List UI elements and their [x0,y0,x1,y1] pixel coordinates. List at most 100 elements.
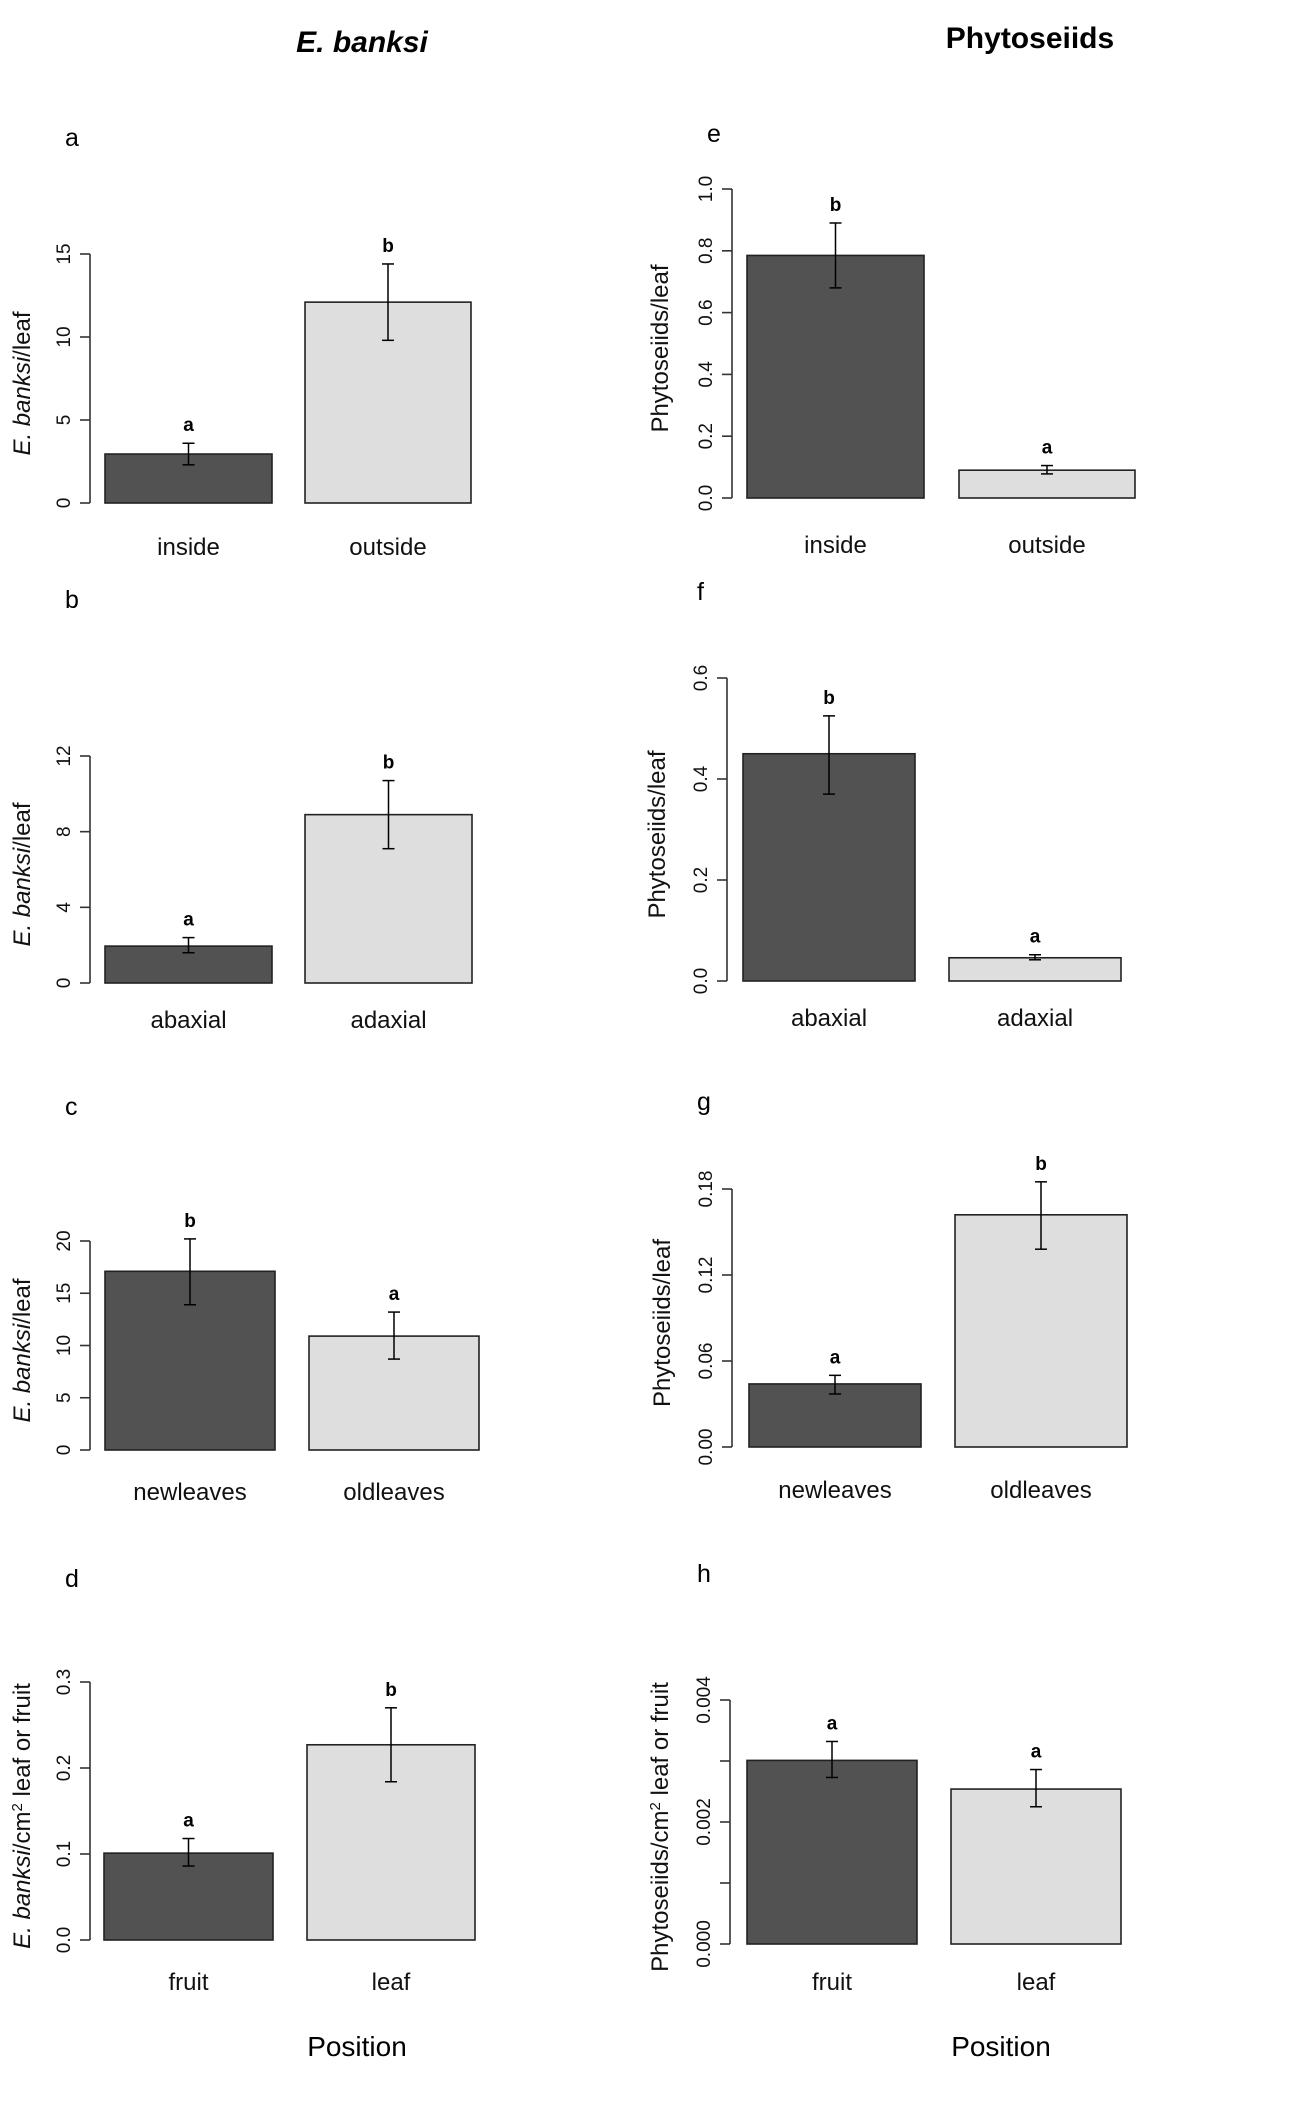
category-label: abaxial [791,1005,867,1032]
y-tick-label: 0.4 [691,765,712,792]
y-tick-label: 0.2 [691,867,712,893]
y-tick-label: 12 [54,745,75,766]
y-tick-label: 20 [54,1230,75,1251]
y-axis-title: Phytoseiids/cm2 leaf or fruit [647,1682,675,1972]
y-tick-label: 0.6 [691,665,712,691]
y-axis-title-unit: Phytoseiids/cm [647,1811,674,1972]
significance-letter: a [389,1284,400,1305]
y-tick-label: 0.1 [54,1841,75,1867]
panel-label: a [65,124,79,152]
y-tick-label: 0 [54,1445,75,1456]
y-tick-label: 0.0 [696,485,717,511]
y-tick-label: 4 [54,902,75,913]
y-tick-label: 0.6 [696,299,717,325]
panel-h: h 0.000 0.002 0.004 Phytoseiids/cm2 leaf or … [647,1560,1122,1996]
panel-label: b [65,586,79,614]
significance-letter: a [827,1713,838,1734]
significance-letter: a [183,910,194,931]
panel-label: d [65,1565,79,1593]
y-axis-title: E. banksi/leaf [9,1278,36,1422]
panel-d: d 0.0 0.1 0.2 0.3 E. banksi/cm2 leaf or fruit… [9,1565,476,1996]
y-tick-label: 0.18 [696,1171,717,1208]
significance-letter: a [1031,1742,1042,1763]
y-tick-label: 0.00 [696,1429,717,1466]
bar-leaf [950,1788,1122,1945]
category-label: fruit [812,1969,852,1996]
y-axis-title-tail: leaf or fruit [9,1683,36,1803]
significance-letter: b [382,236,394,257]
bar-inside [746,254,925,499]
y-tick-label: 0.2 [54,1755,75,1781]
y-axis-title: Phytoseiids/leaf [644,750,671,918]
y-axis-title-unit: /leaf [9,802,36,848]
category-label: outside [1008,532,1085,559]
y-tick-label: 0.4 [696,361,717,388]
y-tick-label: 0.3 [54,1669,75,1695]
significance-letter: b [184,1211,196,1232]
panel-label: f [697,578,704,606]
y-tick-label: 15 [54,243,75,264]
y-axis-title-unit: /leaf [9,1278,36,1324]
panel-label: e [707,120,721,148]
y-tick-label: 0.2 [696,423,717,449]
y-tick-label: 0.0 [54,1927,75,1953]
y-tick-label: 10 [54,326,75,347]
y-axis-title-species: E. banksi [9,1850,36,1949]
panel-f: f 0.0 0.2 0.4 0.6 Phytoseiids/leaf b abaxial a ad… [644,578,1122,1032]
column-title-e-banksi: E. banksi [296,26,428,59]
y-tick-label: 15 [54,1283,75,1304]
significance-letter: b [1035,1154,1047,1175]
y-axis-title-unit: Phytoseiids/leaf [647,264,674,432]
x-axis-title-left: Position [307,2031,407,2062]
y-tick-label: 5 [54,1392,75,1403]
panel-b: b 0 4 8 12 E. banksi/leaf a abaxial b adaxial [9,586,473,1034]
panel-label: h [697,1560,711,1588]
y-axis-title-unit: Phytoseiids/leaf [644,750,671,918]
y-tick-label: 0 [54,978,75,989]
significance-letter: a [830,1347,841,1368]
significance-letter: a [183,415,194,436]
category-label: fruit [168,1969,208,1996]
y-tick-label: 1.0 [696,176,717,202]
bar-fruit [103,1852,274,1941]
x-axis-title-right: Position [951,2031,1051,2062]
y-tick-label: 8 [54,826,75,837]
category-label: adaxial [997,1005,1073,1032]
category-label: leaf [372,1969,411,1996]
bar-oldleaves [954,1214,1128,1448]
y-tick-label: 0.12 [696,1257,717,1294]
panel-c: c 0 5 10 15 20 E. banksi/leaf b newleaves a oldlea… [9,1093,480,1506]
significance-letter: a [1042,438,1053,459]
y-tick-label: 0.004 [694,1676,715,1724]
y-tick-label: 0 [54,498,75,509]
panel-a: a 0 5 10 15 E. banksi/leaf a inside b outside [9,124,472,561]
panel-label: g [697,1088,711,1116]
bar-adaxial [948,956,1122,982]
significance-letter: b [383,753,395,774]
y-axis-title: Phytoseiids/leaf [649,1239,676,1407]
y-axis-title-species: E. banksi [9,356,36,455]
bar-abaxial [104,945,273,984]
category-label: inside [804,532,867,559]
y-tick-label: 0.06 [696,1343,717,1380]
category-label: newleaves [133,1479,246,1506]
category-label: oldleaves [990,1477,1091,1504]
bar-fruit [746,1759,918,1945]
y-tick-label: 10 [54,1335,75,1356]
panel-e: e 0.0 0.2 0.4 0.6 0.8 1.0 Phytoseiids/leaf b insi… [647,120,1136,559]
y-axis-title: E. banksi/cm2 leaf or fruit [9,1683,37,1949]
category-label: adaxial [350,1007,426,1034]
panel-g: g 0.00 0.06 0.12 0.18 Phytoseiids/leaf a newlea… [649,1088,1128,1504]
category-label: inside [157,534,220,561]
y-axis-title-unit: /cm [9,1812,36,1851]
y-tick-label: 0.000 [694,1920,715,1968]
column-title-phytoseiids: Phytoseiids [946,22,1114,55]
y-axis-title-species: E. banksi [9,1323,36,1422]
y-axis-title: Phytoseiids/leaf [647,264,674,432]
significance-letter: b [385,1680,397,1701]
significance-letter: b [823,688,835,709]
y-axis-title-superscript: 2 [647,1802,664,1810]
significance-letter: a [183,1811,194,1832]
y-axis-title: E. banksi/leaf [9,802,36,946]
panels: a 0 5 10 15 E. banksi/leaf a inside b outside b 0 4 8… [9,120,1136,1996]
